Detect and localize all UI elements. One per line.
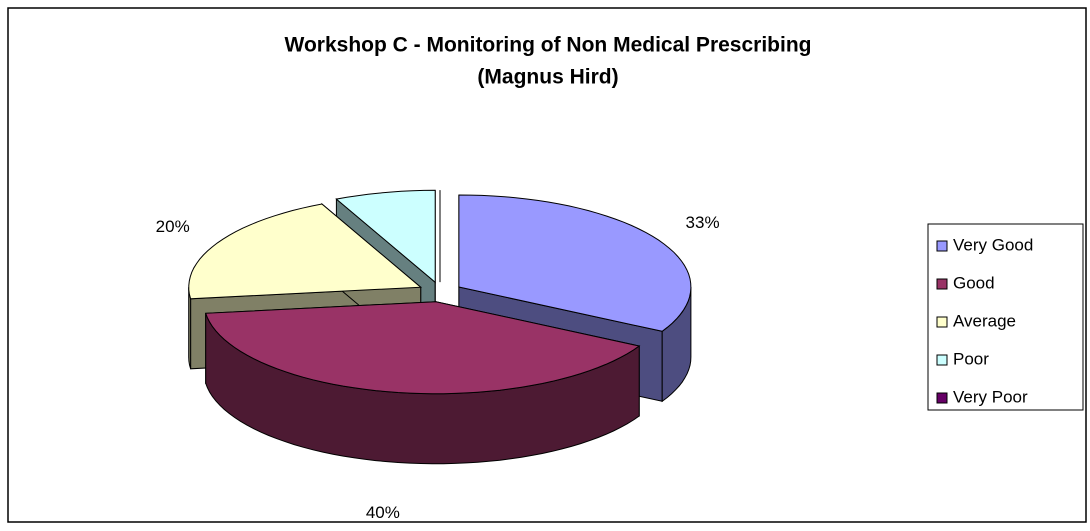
chart-subtitle: (Magnus Hird) — [477, 66, 618, 89]
legend-label: Very Poor — [953, 387, 1028, 406]
slice — [458, 194, 692, 332]
legend-swatch — [936, 278, 948, 290]
slice — [204, 301, 641, 395]
legend-label: Poor — [953, 349, 989, 368]
chart-title: Workshop C - Monitoring of Non Medical P… — [285, 34, 812, 57]
legend-label: Very Good — [953, 235, 1033, 254]
legend-swatch — [936, 392, 948, 404]
slice-wall — [188, 287, 192, 369]
legend-swatch — [936, 354, 948, 366]
data-label: 40% — [366, 503, 400, 522]
legend-swatch — [936, 240, 948, 252]
legend-box — [927, 223, 1084, 411]
data-label: 33% — [686, 213, 720, 232]
slice — [335, 189, 436, 284]
legend-swatch — [936, 316, 948, 328]
legend-label: Average — [953, 311, 1016, 330]
legend-label: Good — [953, 273, 995, 292]
data-label: 20% — [156, 217, 190, 236]
slice — [188, 203, 422, 300]
